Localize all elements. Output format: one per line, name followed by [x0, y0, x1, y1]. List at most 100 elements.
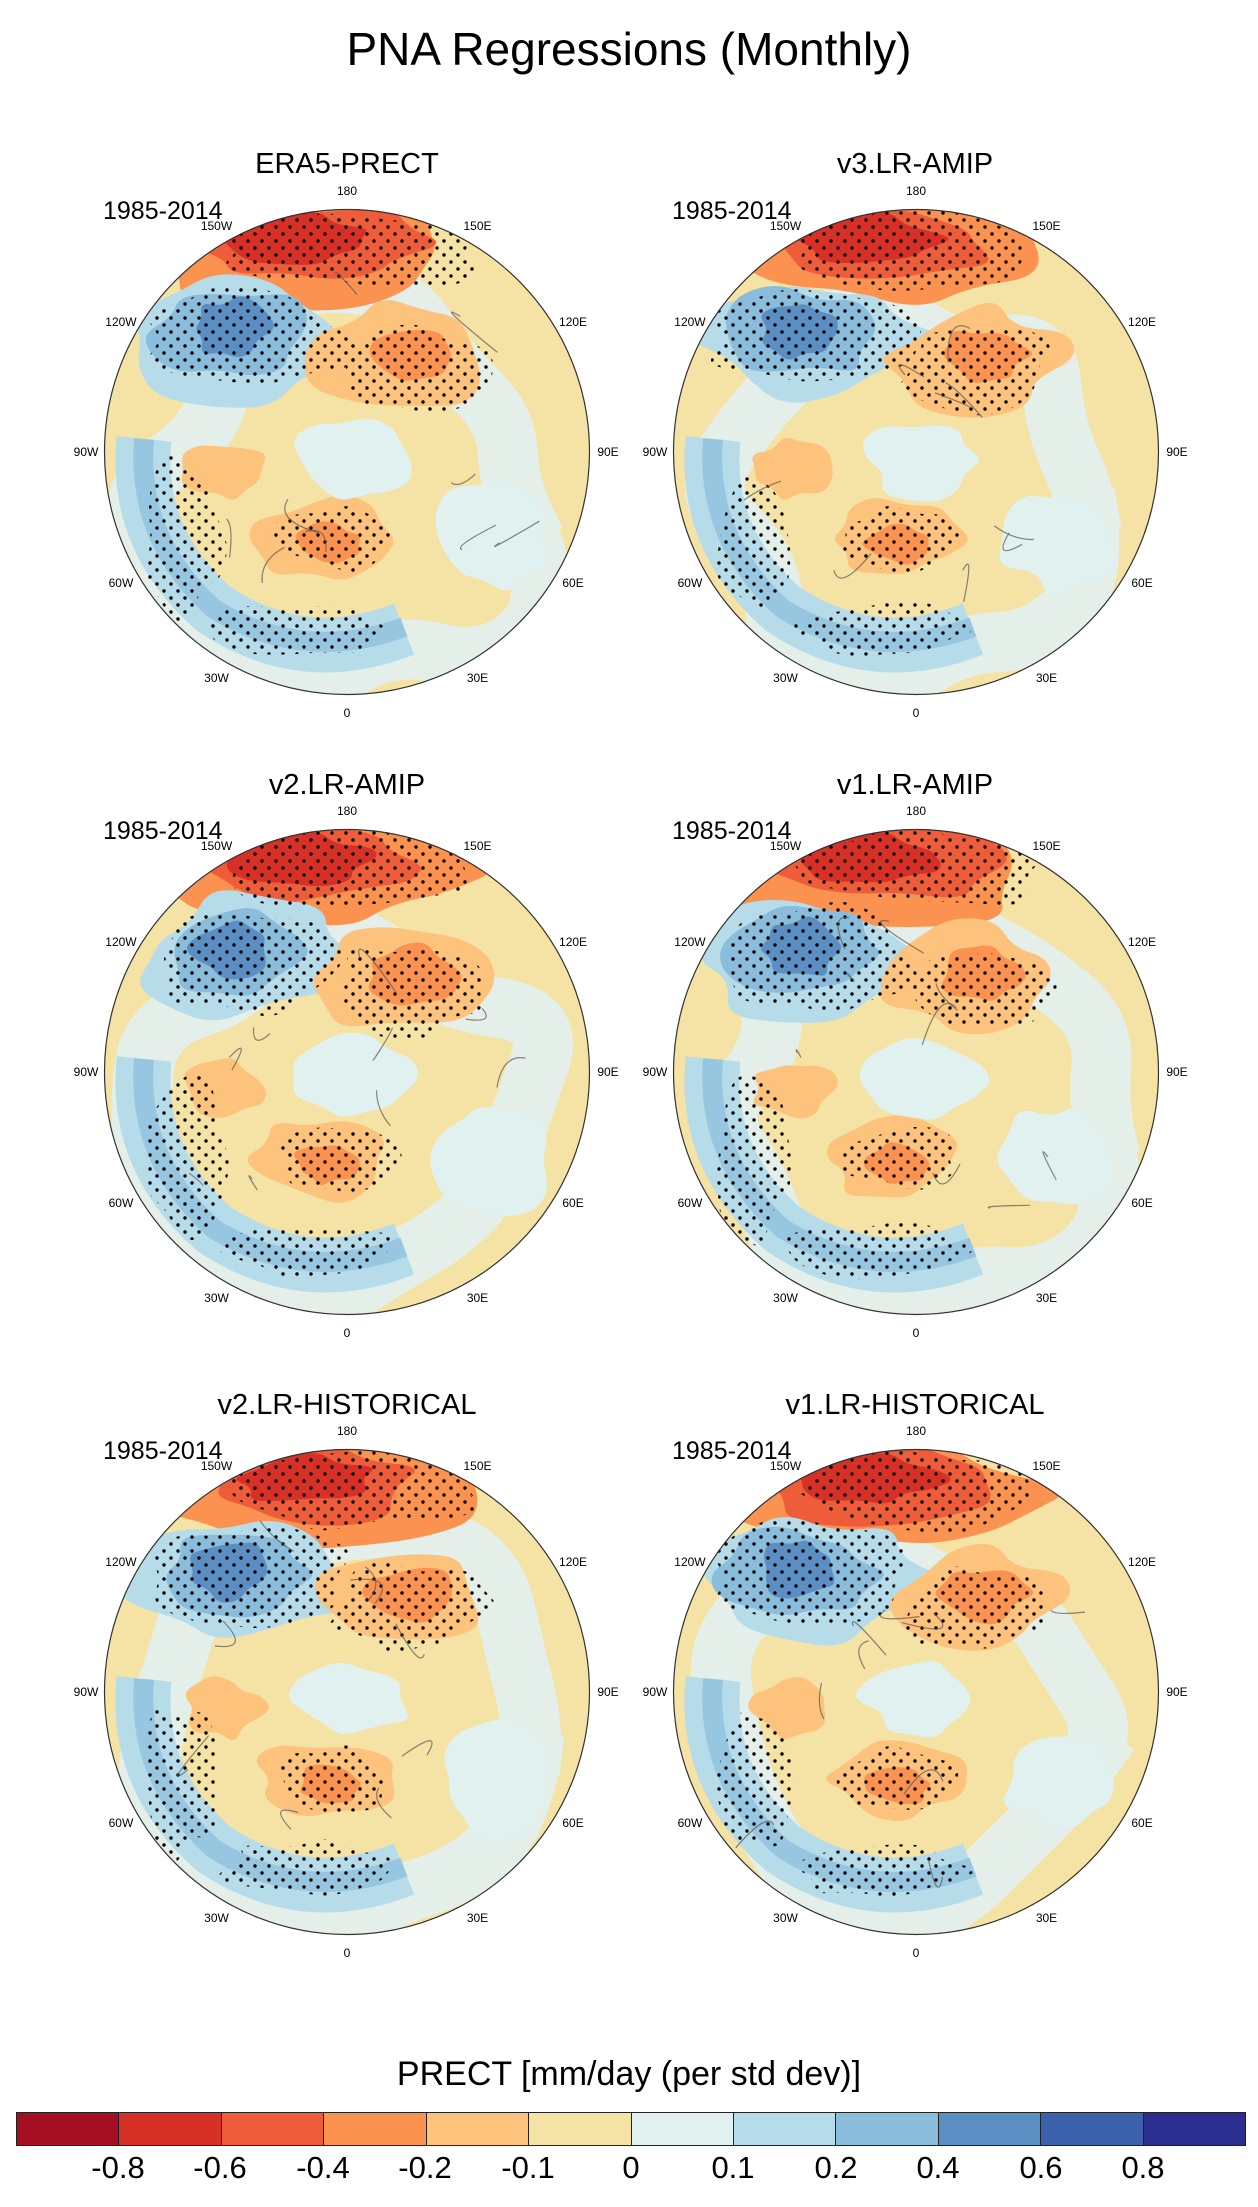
longitude-label: 30W	[204, 1291, 229, 1306]
longitude-label: 90E	[1166, 1065, 1188, 1079]
colorbar-tick: -0.1	[501, 2150, 555, 2185]
longitude-label: 120E	[559, 314, 588, 329]
longitude-label: 60W	[677, 1815, 703, 1830]
longitude-label: 180	[905, 804, 927, 818]
longitude-label: 180	[336, 804, 358, 818]
longitude-label: 120W	[674, 934, 706, 949]
longitude-label: 90E	[597, 1685, 619, 1699]
colorbar-tick: 0.2	[814, 2150, 858, 2185]
colorbar-tick: 0.6	[1019, 2150, 1063, 2185]
longitude-label: 180	[905, 1424, 927, 1438]
figure-title: PNA Regressions (Monthly)	[346, 23, 912, 75]
longitude-label: 120W	[674, 314, 706, 329]
colorbar-box	[733, 2113, 837, 2145]
longitude-label: 120E	[559, 934, 588, 949]
colorbar-tick: -0.8	[91, 2150, 145, 2185]
longitude-label: 150E	[463, 218, 492, 233]
polar-map-v3-amip	[672, 208, 1160, 696]
colorbar-box	[631, 2113, 734, 2145]
panel-title-v1-amip: v1.LR-AMIP	[836, 769, 994, 801]
longitude-label: 150E	[1032, 838, 1061, 853]
panel-title-v2-historical: v2.LR-HISTORICAL	[217, 1389, 477, 1421]
period-label: 1985-2014	[103, 197, 223, 225]
longitude-label: 150E	[463, 838, 492, 853]
longitude-label: 90W	[73, 445, 99, 459]
longitude-label: 60W	[677, 1195, 703, 1210]
longitude-label: 150E	[1032, 218, 1061, 233]
colorbar-box	[938, 2113, 1042, 2145]
colorbar-tick: -0.6	[193, 2150, 247, 2185]
longitude-label: 60E	[1131, 575, 1153, 590]
colorbar-box	[1041, 2113, 1144, 2145]
longitude-label: 90E	[1166, 1685, 1188, 1699]
longitude-label: 60E	[562, 1815, 584, 1830]
longitude-label: 30E	[1035, 671, 1058, 686]
longitude-label: 90W	[73, 1685, 99, 1699]
longitude-label: 150W	[769, 838, 802, 853]
longitude-label: 150W	[200, 838, 233, 853]
period-label: 1985-2014	[103, 817, 223, 845]
longitude-label: 90W	[642, 445, 668, 459]
longitude-label: 150E	[463, 1458, 492, 1473]
longitude-label: 0	[343, 1946, 351, 1960]
longitude-label: 0	[343, 706, 351, 720]
longitude-label: 0	[912, 1946, 920, 1960]
longitude-label: 180	[336, 1424, 358, 1438]
longitude-label: 30E	[466, 671, 489, 686]
colorbar	[16, 2112, 1246, 2146]
longitude-label: 120E	[1128, 314, 1157, 329]
colorbar-box	[529, 2113, 632, 2145]
longitude-label: 150W	[769, 1458, 802, 1473]
longitude-label: 150W	[769, 218, 802, 233]
longitude-label: 120W	[105, 934, 137, 949]
longitude-label: 60W	[677, 575, 703, 590]
colorbar-tick: -0.4	[296, 2150, 350, 2185]
colorbar-title: PRECT [mm/day (per std dev)]	[396, 2055, 862, 2093]
longitude-label: 60E	[562, 1195, 584, 1210]
longitude-label: 60E	[1131, 1815, 1153, 1830]
polar-map-v2-historical	[103, 1448, 591, 1936]
longitude-label: 120E	[1128, 934, 1157, 949]
longitude-label: 0	[912, 706, 920, 720]
longitude-label: 90W	[642, 1685, 668, 1699]
colorbar-box	[836, 2113, 939, 2145]
colorbar-tick: 0.4	[916, 2150, 960, 2185]
colorbar-box	[119, 2113, 222, 2145]
polar-map-v1-amip	[672, 828, 1160, 1316]
longitude-label: 0	[343, 1326, 351, 1340]
colorbar-box	[17, 2113, 120, 2145]
longitude-label: 120W	[105, 1554, 137, 1569]
longitude-label: 0	[912, 1326, 920, 1340]
longitude-label: 120E	[559, 1554, 588, 1569]
colorbar-box	[1143, 2113, 1246, 2145]
longitude-label: 30W	[773, 671, 798, 686]
period-label: 1985-2014	[103, 1437, 223, 1465]
colorbar-tick: 0.8	[1121, 2150, 1165, 2185]
colorbar-tick: 0.1	[711, 2150, 755, 2185]
longitude-label: 150W	[200, 218, 233, 233]
colorbar-box	[221, 2113, 325, 2145]
longitude-label: 180	[905, 184, 927, 198]
longitude-label: 30W	[773, 1291, 798, 1306]
longitude-label: 120W	[674, 1554, 706, 1569]
longitude-label: 150W	[200, 1458, 233, 1473]
longitude-label: 30W	[204, 1911, 229, 1926]
longitude-label: 120E	[1128, 1554, 1157, 1569]
longitude-label: 60W	[108, 1195, 134, 1210]
panel-title-v3-amip: v3.LR-AMIP	[836, 148, 994, 180]
polar-map-era5	[103, 208, 591, 696]
panel-title-era5: ERA5-PRECT	[255, 148, 439, 180]
colorbar-tick: -0.2	[398, 2150, 452, 2185]
longitude-label: 30E	[466, 1291, 489, 1306]
period-label: 1985-2014	[672, 817, 792, 845]
longitude-label: 90W	[73, 1065, 99, 1079]
longitude-label: 180	[336, 184, 358, 198]
colorbar-box	[324, 2113, 427, 2145]
longitude-label: 90E	[597, 1065, 619, 1079]
longitude-label: 30E	[1035, 1911, 1058, 1926]
panel-title-v2-amip: v2.LR-AMIP	[268, 769, 426, 801]
longitude-label: 150E	[1032, 1458, 1061, 1473]
longitude-label: 60E	[1131, 1195, 1153, 1210]
panel-title-v1-historical: v1.LR-HISTORICAL	[785, 1389, 1045, 1421]
longitude-label: 30W	[773, 1911, 798, 1926]
